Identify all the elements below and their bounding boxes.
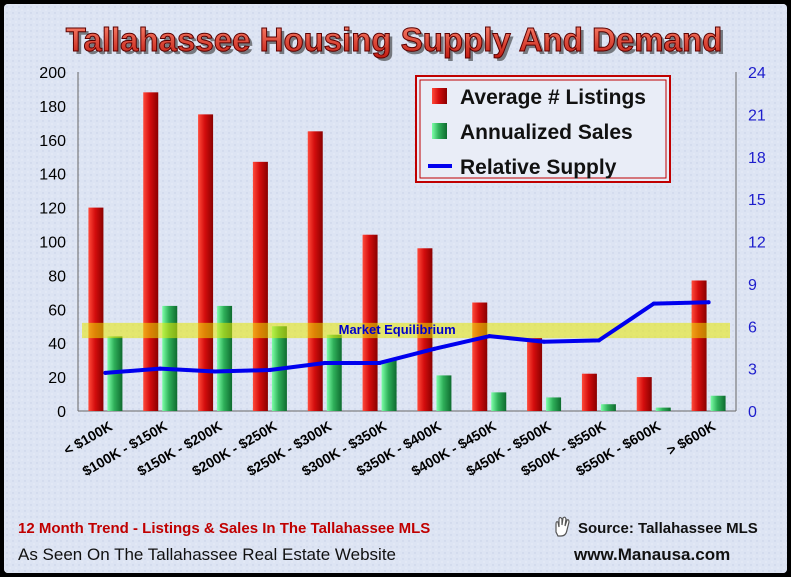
chart-title-text: Tallahassee Housing Supply And Demand xyxy=(66,21,722,58)
y-left-tick-label: 180 xyxy=(39,99,66,116)
chart-title-shadow: Tallahassee Housing Supply And Demand xyxy=(69,24,725,61)
y-left-tick-label: 40 xyxy=(48,336,66,353)
relative-supply-point xyxy=(103,370,108,375)
bar-average-listings xyxy=(581,373,597,411)
footer-source-text: Source: Tallahassee MLS xyxy=(578,520,758,537)
relative-supply-point xyxy=(596,338,601,343)
relative-supply-point xyxy=(706,300,711,305)
y-right-tick-label: 24 xyxy=(748,65,766,82)
y-right-tick-label: 12 xyxy=(748,235,766,252)
y-right-tick-label: 9 xyxy=(748,277,757,294)
bar-average-listings xyxy=(198,114,214,411)
y-left-tick-label: 160 xyxy=(39,133,66,150)
y-left-tick-label: 80 xyxy=(48,268,66,285)
legend-label: Annualized Sales xyxy=(460,121,633,144)
y-right-tick-label: 6 xyxy=(748,319,757,336)
bar-annualized-sales xyxy=(546,397,562,411)
legend-swatch xyxy=(432,88,447,104)
market-equilibrium-band xyxy=(82,322,730,339)
relative-supply-point xyxy=(267,368,272,373)
y-right-tick-label: 15 xyxy=(748,192,766,209)
footer-seen-on-text: As Seen On The Tallahassee Real Estate W… xyxy=(18,545,396,564)
y-left-tick-label: 60 xyxy=(48,302,66,319)
relative-supply-line xyxy=(103,300,711,375)
bar-average-listings xyxy=(636,377,652,411)
relative-supply-point xyxy=(487,334,492,339)
legend-box xyxy=(415,75,671,183)
relative-supply-point xyxy=(432,346,437,351)
footer-website-link[interactable]: www.Manausa.com xyxy=(573,545,730,564)
bar-average-listings xyxy=(472,302,488,411)
chart-svg: Tallahassee Housing Supply And Demand Ta… xyxy=(4,4,787,573)
relative-supply-point xyxy=(158,366,163,371)
legend: Average # Listings Annualized Sales Relati… xyxy=(415,75,671,183)
relative-supply-point xyxy=(542,339,547,344)
bar-average-listings xyxy=(252,161,268,411)
y-right-tick-label: 3 xyxy=(748,362,757,379)
bar-annualized-sales xyxy=(600,404,616,411)
bar-average-listings xyxy=(88,207,104,411)
relative-supply-point xyxy=(651,301,656,306)
bar-average-listings xyxy=(307,131,323,411)
bar-annualized-sales xyxy=(217,305,233,411)
bar-average-listings xyxy=(527,338,543,411)
bar-annualized-sales xyxy=(491,392,507,411)
y-left-tick-label: 0 xyxy=(57,404,66,421)
relative-supply-point xyxy=(322,360,327,365)
relative-supply-point xyxy=(213,369,218,374)
footer-trend-text: 12 Month Trend - Listings & Sales In The… xyxy=(18,520,430,537)
y-right-tick-label: 18 xyxy=(748,150,766,167)
y-left-tick-label: 140 xyxy=(39,167,66,184)
legend-label: Average # Listings xyxy=(460,86,646,109)
bar-annualized-sales xyxy=(162,305,178,411)
bar-average-listings xyxy=(143,92,159,411)
y-right-tick-label: 21 xyxy=(748,107,766,124)
chart-frame: Tallahassee Housing Supply And Demand Ta… xyxy=(4,4,787,573)
bar-annualized-sales xyxy=(381,360,397,411)
bar-annualized-sales xyxy=(655,407,671,411)
market-equilibrium-label: Market Equilibrium xyxy=(339,322,456,337)
y-left-tick-label: 20 xyxy=(48,370,66,387)
y-left-tick-label: 120 xyxy=(39,201,66,218)
relative-supply-point xyxy=(377,360,382,365)
bar-annualized-sales xyxy=(326,334,342,411)
legend-label: Relative Supply xyxy=(460,156,617,179)
legend-inner-border xyxy=(419,79,667,179)
legend-swatch xyxy=(432,123,447,139)
y-left-tick-label: 100 xyxy=(39,235,66,252)
bar-annualized-sales xyxy=(436,375,452,411)
chart-title: Tallahassee Housing Supply And Demand Ta… xyxy=(65,21,725,62)
y-right-tick-label: 0 xyxy=(748,404,757,421)
pointing-hand-icon xyxy=(555,516,570,537)
bar-annualized-sales xyxy=(710,395,726,411)
bar-average-listings xyxy=(691,280,707,411)
y-left-tick-label: 200 xyxy=(39,65,66,82)
